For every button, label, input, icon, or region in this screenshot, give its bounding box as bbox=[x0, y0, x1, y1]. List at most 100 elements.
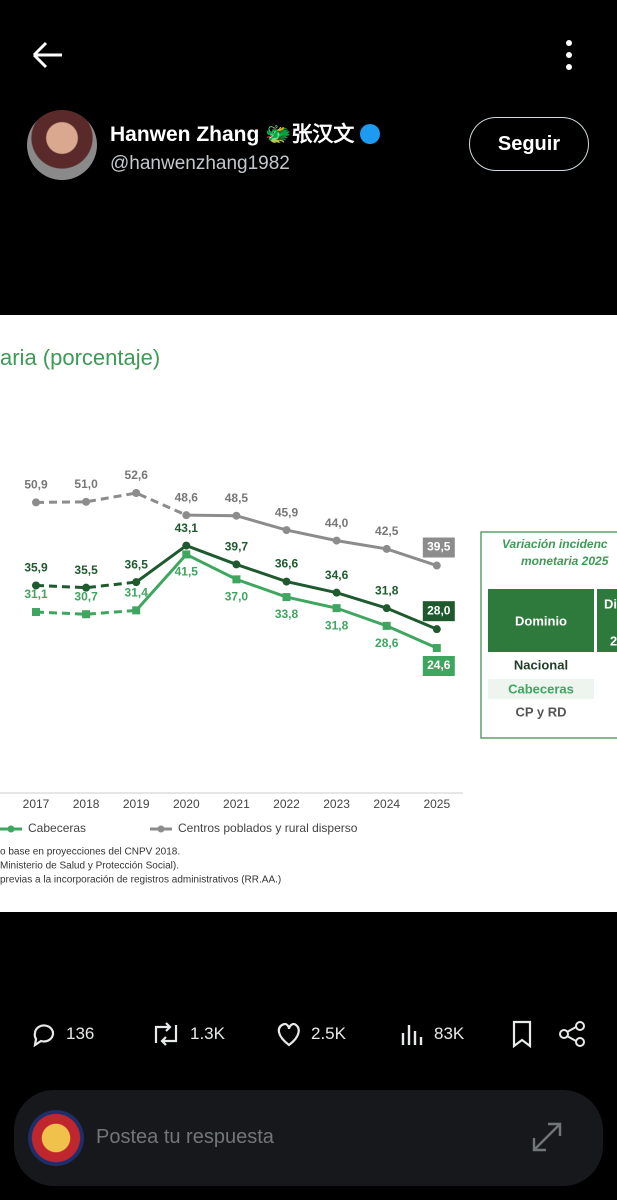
value-label: 31,4 bbox=[125, 586, 149, 600]
value-label: 30,7 bbox=[74, 589, 98, 603]
value-label: 39,7 bbox=[225, 540, 249, 554]
point bbox=[82, 497, 91, 506]
point bbox=[232, 575, 241, 584]
point bbox=[232, 511, 241, 520]
reply-box[interactable]: Postea tu respuesta bbox=[14, 1090, 603, 1186]
table-header-cell bbox=[488, 589, 594, 652]
table-row: Cabeceras bbox=[508, 681, 574, 696]
point bbox=[282, 526, 291, 535]
value-label: 48,6 bbox=[175, 490, 199, 504]
value-label: 31,8 bbox=[325, 618, 349, 632]
avatar[interactable] bbox=[27, 110, 97, 180]
value-label: 36,5 bbox=[125, 557, 149, 571]
point bbox=[382, 544, 391, 553]
point bbox=[382, 621, 391, 630]
series-line bbox=[186, 513, 438, 567]
value-label: 28,0 bbox=[427, 603, 451, 617]
side-table-title: Variación incidenc bbox=[502, 537, 608, 551]
table-header-cell bbox=[597, 589, 617, 652]
series-line bbox=[35, 491, 187, 517]
legend-swatch bbox=[157, 825, 165, 833]
point bbox=[382, 604, 391, 613]
value-label: 34,6 bbox=[325, 568, 349, 582]
share-button[interactable] bbox=[558, 1020, 588, 1048]
more-button[interactable] bbox=[558, 38, 580, 74]
value-label: 51,0 bbox=[74, 477, 98, 491]
value-label-box bbox=[422, 537, 455, 558]
x-tick-label: 2021 bbox=[223, 797, 250, 811]
reply-action[interactable]: 136 bbox=[30, 1021, 94, 1047]
point bbox=[82, 583, 91, 592]
value-label: 35,9 bbox=[24, 561, 48, 575]
point bbox=[432, 644, 441, 652]
table-header: 2 bbox=[610, 633, 617, 648]
x-tick-label: 2022 bbox=[273, 797, 300, 811]
x-tick-label: 2023 bbox=[323, 797, 350, 811]
point bbox=[132, 606, 141, 615]
series-line bbox=[35, 608, 137, 616]
value-label: 50,9 bbox=[24, 478, 48, 492]
back-button[interactable] bbox=[30, 40, 66, 70]
table-row: CP y RD bbox=[515, 704, 566, 719]
user-name[interactable]: Hanwen Zhang 🐲张汉文 bbox=[110, 118, 381, 148]
point bbox=[332, 536, 341, 545]
value-label: 24,6 bbox=[427, 658, 451, 672]
point bbox=[132, 489, 141, 497]
point bbox=[282, 577, 291, 586]
point bbox=[432, 561, 441, 570]
user-name-text: Hanwen Zhang 🐲张汉文 bbox=[110, 123, 355, 146]
legend-label: Cabeceras bbox=[28, 821, 86, 835]
verified-badge bbox=[360, 124, 381, 144]
x-tick-label: 2020 bbox=[173, 797, 200, 811]
series-line bbox=[35, 580, 137, 590]
side-table-title: monetaria 2025 bbox=[521, 554, 609, 568]
point bbox=[182, 511, 191, 520]
bookmark-button[interactable] bbox=[510, 1020, 536, 1048]
views-action[interactable]: 83K bbox=[400, 1021, 464, 1047]
table-row: Nacional bbox=[514, 657, 568, 672]
point bbox=[132, 578, 141, 587]
table-row-bg bbox=[488, 679, 594, 699]
value-label: 52,6 bbox=[125, 468, 149, 482]
point bbox=[332, 588, 341, 597]
chart-title: aria (porcentaje) bbox=[0, 345, 160, 370]
x-tick-label: 2019 bbox=[123, 797, 150, 811]
value-label: 36,6 bbox=[275, 557, 299, 571]
x-tick-label: 2024 bbox=[373, 797, 400, 811]
point bbox=[432, 625, 441, 634]
point bbox=[32, 581, 40, 590]
point bbox=[332, 604, 341, 613]
repost-action[interactable]: 1.3K bbox=[150, 1021, 225, 1047]
like-action[interactable]: 2.5K bbox=[275, 1021, 346, 1047]
x-tick-label: 2017 bbox=[23, 797, 50, 811]
reply-avatar bbox=[28, 1110, 84, 1166]
value-label: 28,6 bbox=[375, 636, 399, 650]
legend-label: Centros poblados y rural disperso bbox=[178, 821, 358, 835]
value-label: 39,5 bbox=[427, 540, 451, 554]
point bbox=[182, 541, 191, 550]
view-count: 83K bbox=[434, 1024, 465, 1043]
x-tick-label: 2018 bbox=[73, 797, 100, 811]
footnote: o base en proyecciones del CNPV 2018. bbox=[0, 847, 180, 858]
value-label-box bbox=[422, 656, 455, 676]
footnote: previas a la incorporación de registros … bbox=[0, 875, 281, 886]
value-label: 41,5 bbox=[175, 565, 199, 579]
value-label: 37,0 bbox=[225, 590, 249, 604]
expand-button[interactable] bbox=[530, 1120, 564, 1154]
like-count: 2.5K bbox=[311, 1024, 346, 1043]
value-label: 33,8 bbox=[275, 607, 299, 621]
point bbox=[232, 560, 241, 569]
post-image: aria (porcentaje) Variación incidenc mon… bbox=[0, 315, 617, 912]
footnote: Ministerio de Salud y Protección Social)… bbox=[0, 861, 179, 872]
value-label: 31,1 bbox=[24, 587, 48, 601]
x-tick-label: 2025 bbox=[423, 797, 450, 811]
point bbox=[32, 498, 40, 507]
point bbox=[282, 593, 291, 602]
value-label: 43,1 bbox=[175, 521, 199, 535]
follow-button[interactable]: Seguir bbox=[469, 117, 589, 171]
value-label: 44,0 bbox=[325, 516, 349, 530]
reply-count: 136 bbox=[66, 1024, 95, 1043]
value-label: 31,8 bbox=[375, 583, 399, 597]
value-label: 42,5 bbox=[375, 524, 399, 538]
